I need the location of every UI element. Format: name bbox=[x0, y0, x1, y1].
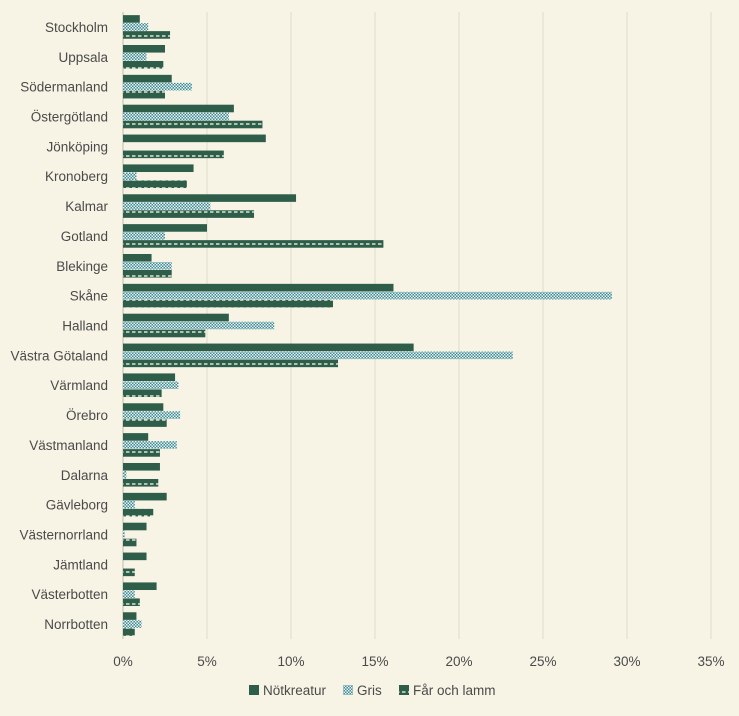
bar bbox=[123, 620, 142, 628]
bar bbox=[123, 23, 149, 31]
category-label: Uppsala bbox=[58, 50, 108, 65]
x-tick-label: 10% bbox=[277, 654, 304, 669]
bar bbox=[123, 343, 414, 352]
bar bbox=[123, 381, 179, 390]
x-tick-label: 0% bbox=[113, 654, 133, 669]
bar bbox=[123, 441, 177, 449]
legend-label: Får och lamm bbox=[413, 683, 496, 698]
bar bbox=[123, 232, 165, 240]
bar bbox=[123, 60, 164, 69]
bar bbox=[123, 389, 162, 398]
bar bbox=[123, 291, 612, 300]
legend-swatch bbox=[249, 685, 259, 695]
category-label: Kronoberg bbox=[45, 169, 108, 184]
bar bbox=[123, 269, 172, 278]
bar bbox=[123, 172, 137, 181]
bar bbox=[123, 283, 394, 292]
legend-swatch bbox=[343, 685, 353, 695]
category-label: Gävleborg bbox=[46, 498, 108, 513]
category-label: Gotland bbox=[61, 229, 108, 244]
bar bbox=[123, 590, 135, 599]
bar bbox=[123, 329, 206, 338]
bar bbox=[123, 470, 127, 479]
bar bbox=[123, 52, 147, 61]
bar bbox=[123, 449, 160, 457]
category-label: Halland bbox=[62, 319, 108, 334]
bar bbox=[123, 419, 167, 427]
bar bbox=[123, 351, 513, 360]
bar bbox=[123, 74, 172, 83]
bar bbox=[123, 224, 207, 232]
x-tick-label: 5% bbox=[197, 654, 217, 669]
bar bbox=[123, 164, 194, 173]
bar bbox=[123, 313, 229, 322]
bar bbox=[123, 202, 211, 210]
legend-label: Nötkreatur bbox=[263, 683, 327, 698]
x-tick-label: 35% bbox=[697, 654, 724, 669]
legend-label: Gris bbox=[357, 683, 382, 698]
bar bbox=[123, 433, 149, 441]
category-label: Skåne bbox=[70, 289, 108, 304]
category-label: Jämtland bbox=[53, 557, 108, 572]
bar bbox=[123, 194, 297, 202]
bar bbox=[123, 403, 164, 411]
category-label: Västra Götaland bbox=[10, 348, 108, 363]
category-label: Östergötland bbox=[31, 110, 108, 125]
bar bbox=[123, 492, 167, 501]
category-label: Västernorrland bbox=[19, 528, 108, 543]
bar bbox=[123, 598, 140, 607]
bar bbox=[123, 373, 176, 382]
bar bbox=[123, 299, 333, 308]
bar bbox=[123, 478, 159, 487]
legend-swatch bbox=[399, 685, 409, 695]
bar bbox=[123, 210, 255, 218]
bar bbox=[123, 82, 192, 91]
x-tick-label: 25% bbox=[529, 654, 556, 669]
bar bbox=[123, 359, 339, 368]
bar bbox=[123, 612, 137, 620]
bar bbox=[123, 582, 157, 591]
bar bbox=[123, 31, 171, 39]
bar bbox=[123, 253, 152, 262]
bar bbox=[123, 530, 125, 539]
category-label: Jönköping bbox=[46, 139, 108, 154]
x-tick-label: 20% bbox=[445, 654, 472, 669]
category-label: Kalmar bbox=[65, 199, 108, 214]
bar bbox=[123, 568, 135, 577]
bar bbox=[123, 180, 187, 189]
category-label: Blekinge bbox=[56, 259, 108, 274]
bar bbox=[123, 462, 160, 471]
bar bbox=[123, 112, 229, 121]
bar bbox=[123, 522, 147, 531]
x-tick-label: 15% bbox=[361, 654, 388, 669]
category-label: Örebro bbox=[66, 408, 108, 423]
category-label: Norrbotten bbox=[44, 617, 108, 632]
bar bbox=[123, 90, 165, 99]
bar bbox=[123, 120, 263, 129]
bar bbox=[123, 321, 275, 330]
bar bbox=[123, 508, 154, 517]
category-label: Dalarna bbox=[61, 468, 109, 483]
bar bbox=[123, 104, 234, 113]
bar bbox=[123, 538, 137, 547]
bar bbox=[123, 628, 135, 636]
bar bbox=[123, 500, 135, 509]
bar bbox=[123, 150, 224, 159]
bar bbox=[123, 411, 181, 419]
bar bbox=[123, 261, 172, 270]
category-label: Västmanland bbox=[29, 438, 108, 453]
category-label: Västerbotten bbox=[31, 587, 108, 602]
bar bbox=[123, 15, 140, 23]
category-label: Södermanland bbox=[20, 80, 108, 95]
bar bbox=[123, 240, 384, 248]
category-label: Värmland bbox=[50, 378, 108, 393]
x-tick-label: 30% bbox=[613, 654, 640, 669]
bar bbox=[123, 44, 165, 53]
bar bbox=[123, 134, 266, 143]
bar bbox=[123, 552, 147, 561]
category-label: Stockholm bbox=[45, 20, 108, 35]
